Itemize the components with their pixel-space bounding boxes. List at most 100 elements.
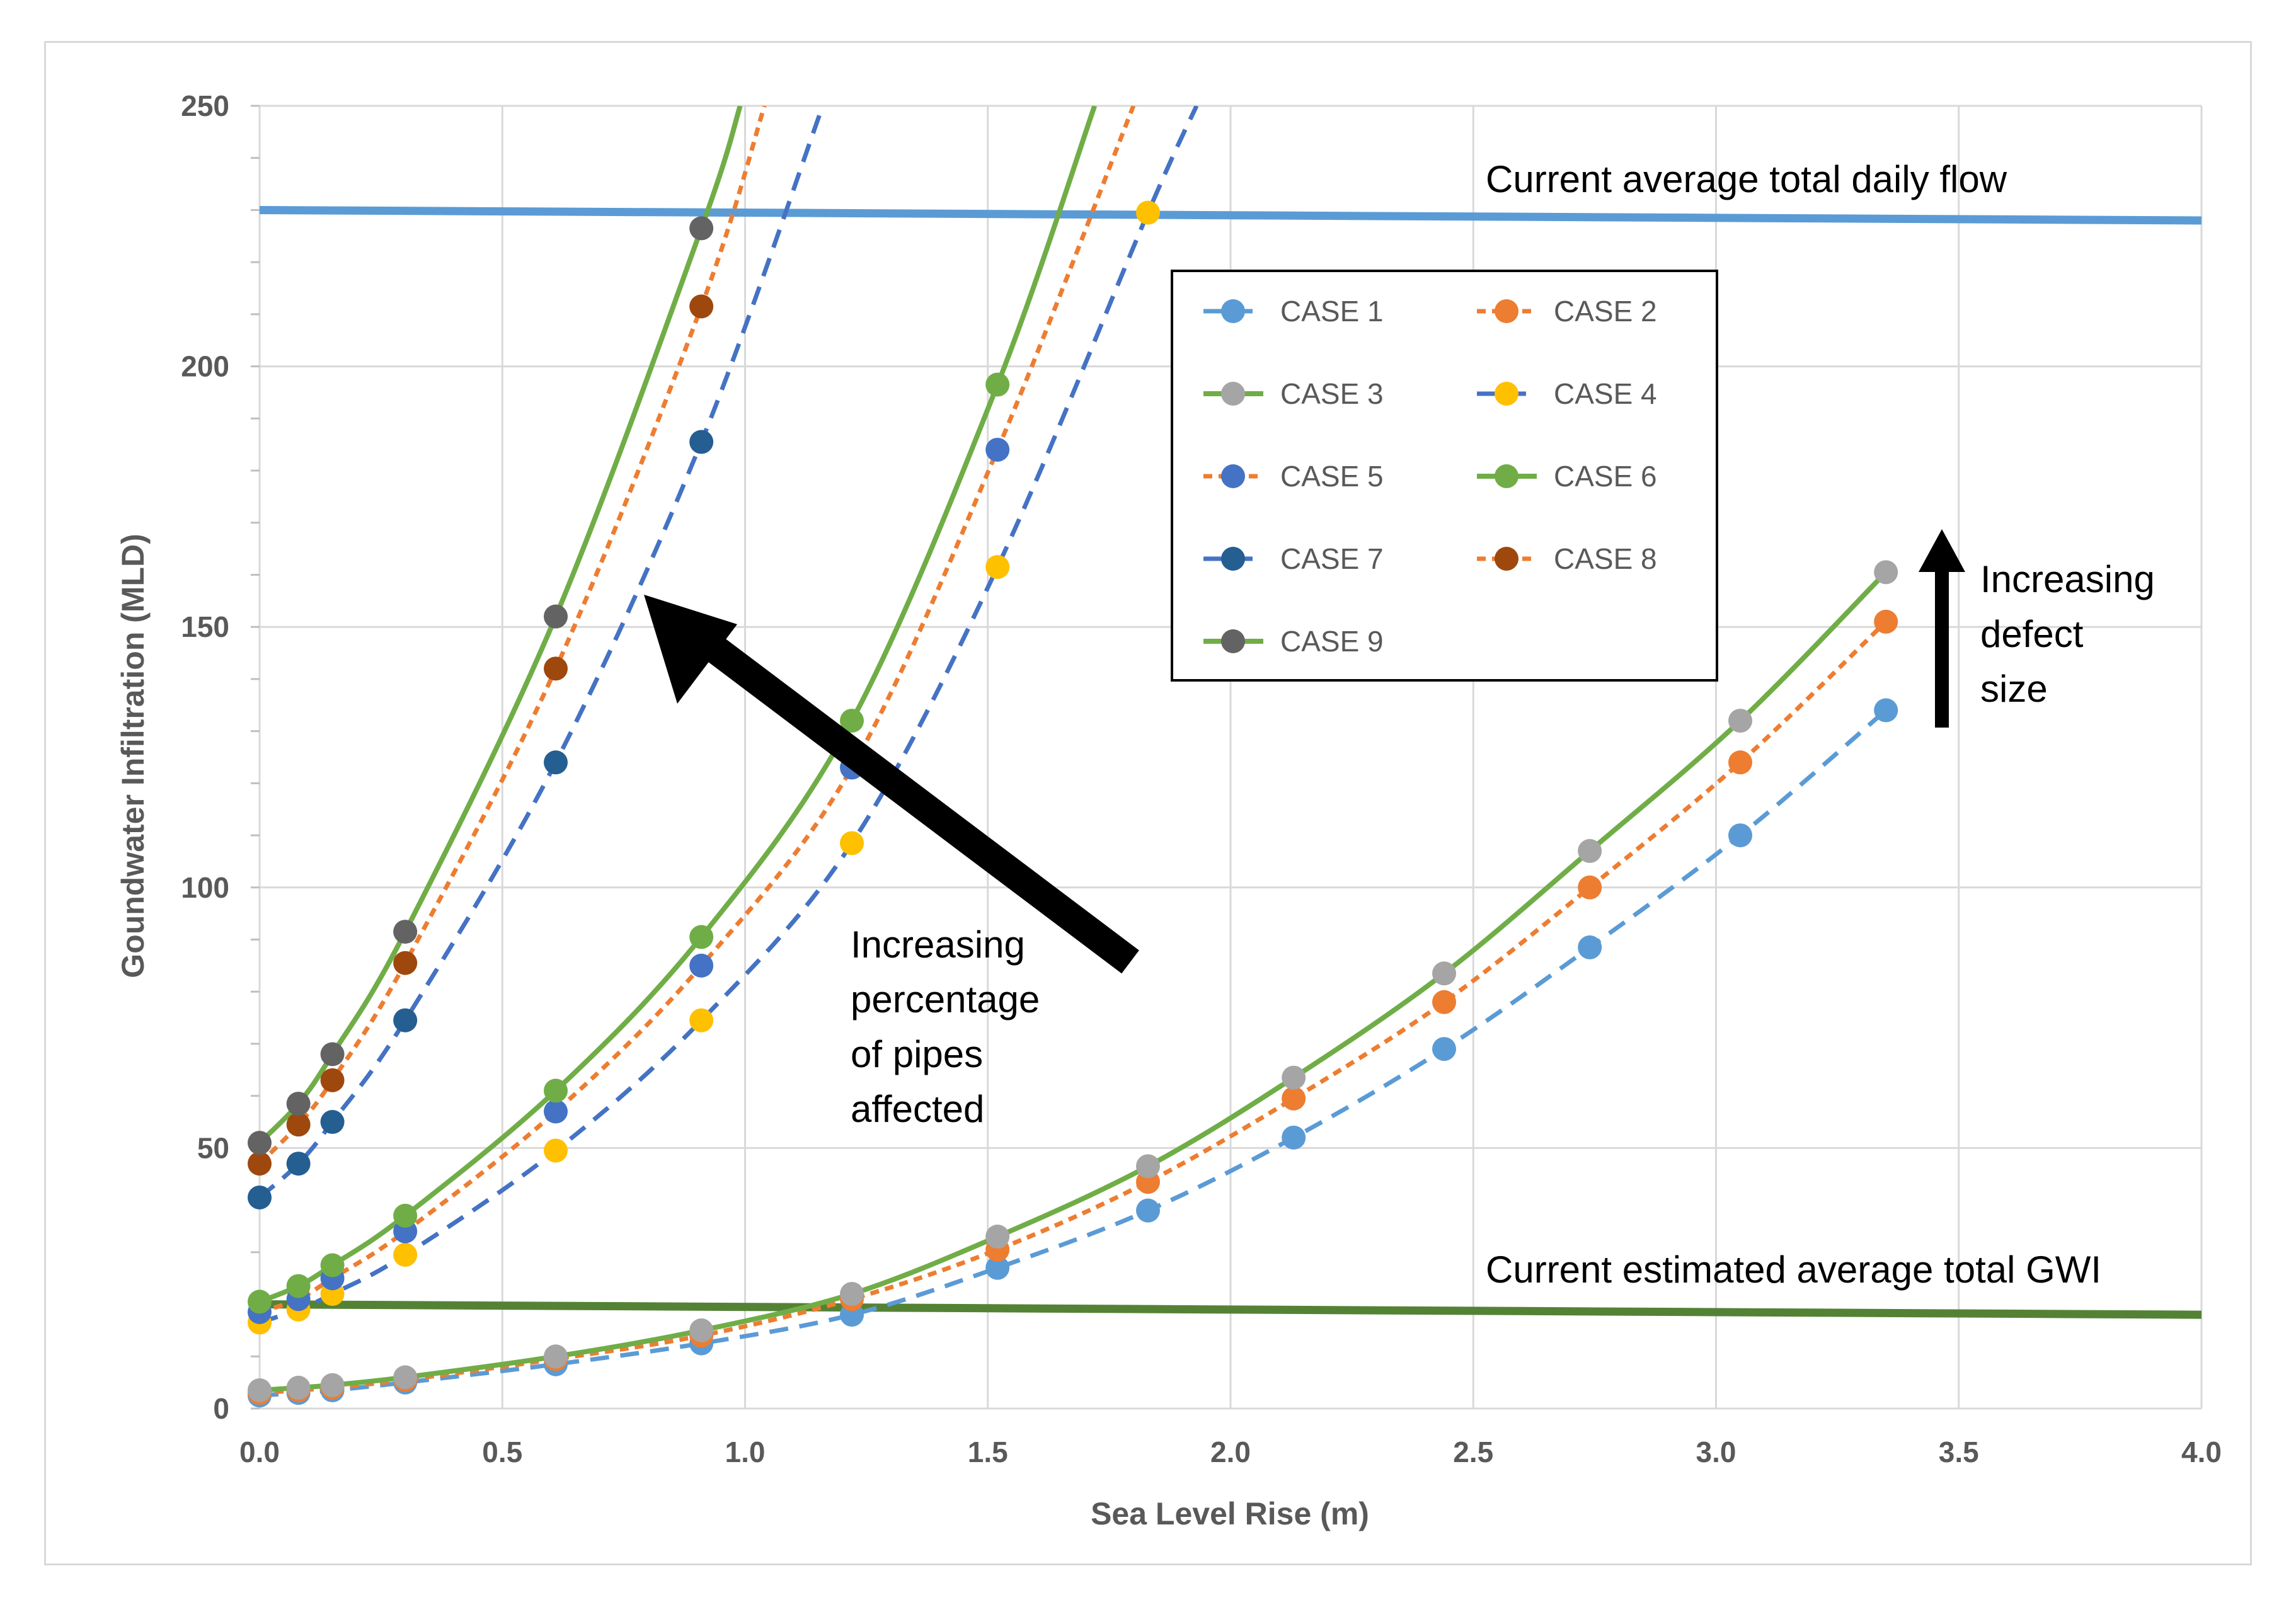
data-point-case-3: [1874, 560, 1898, 585]
annotation-pipes-affected: Increasing percentage of pipes affected: [644, 595, 1139, 1130]
data-point-case-3: [286, 1375, 311, 1400]
legend: CASE 1 CASE 2 CASE 3 CASE 4 CASE 5 CASE 6 CASE…: [1171, 270, 1718, 682]
legend-label-case-8: CASE 8: [1554, 542, 1657, 575]
series-line-case-7: [260, 106, 825, 1199]
y-tick-label: 50: [197, 1131, 229, 1164]
legend-marker-case-9: [1221, 629, 1245, 653]
data-point-case-2: [1874, 609, 1898, 634]
data-point-case-6: [393, 1203, 418, 1228]
annotation-pipes-line-4: affected: [851, 1088, 984, 1130]
ref-line-label-total-flow: Current average total daily flow: [1486, 158, 2007, 200]
legend-marker-case-3: [1221, 382, 1245, 406]
x-tick-label: 3.5: [1939, 1436, 1979, 1468]
legend-marker-case-8: [1495, 547, 1518, 571]
x-tick-label: 1.5: [968, 1436, 1008, 1468]
data-point-case-2: [1282, 1086, 1306, 1111]
data-point-case-7: [544, 750, 568, 775]
annotation-defect-line-1: Increasing: [1980, 558, 2155, 600]
legend-marker-case-2: [1495, 299, 1518, 323]
y-tick-label: 200: [181, 350, 229, 383]
x-tick-label: 4.0: [2181, 1436, 2222, 1468]
data-point-case-6: [286, 1274, 311, 1298]
data-point-case-7: [248, 1185, 272, 1209]
data-point-case-3: [689, 1318, 714, 1342]
series-line-case-5: [260, 106, 1136, 1315]
data-point-case-3: [985, 1225, 1010, 1249]
data-point-case-6: [689, 925, 714, 949]
data-point-case-1: [1874, 698, 1898, 723]
annotation-pipes-line-3: of pipes: [851, 1033, 983, 1075]
annotation-pipes-line-2: percentage: [851, 978, 1040, 1020]
y-tick-label: 150: [181, 610, 229, 643]
series-line-case-2: [260, 620, 1888, 1395]
data-point-case-1: [985, 1255, 1010, 1280]
legend-box: [1171, 270, 1718, 682]
x-tick-label: 1.0: [725, 1436, 766, 1468]
x-axis-title: Sea Level Rise (m): [1091, 1496, 1369, 1531]
data-point-case-3: [840, 1282, 864, 1306]
data-point-case-7: [286, 1152, 311, 1176]
legend-marker-case-5: [1221, 464, 1245, 488]
arrow-pipes-affected-head: [644, 595, 737, 704]
annotation-defect-line-3: size: [1980, 668, 2048, 710]
series-line-case-8: [260, 106, 767, 1165]
data-point-case-9: [689, 216, 714, 241]
data-point-case-9: [286, 1092, 311, 1116]
data-point-case-8: [320, 1068, 345, 1092]
data-point-case-3: [1282, 1065, 1306, 1090]
data-point-case-4: [689, 1008, 714, 1032]
data-point-case-3: [1136, 1154, 1161, 1179]
data-point-case-4: [1136, 200, 1161, 225]
data-point-case-6: [248, 1289, 272, 1314]
data-point-case-6: [840, 709, 864, 733]
data-point-case-5: [689, 953, 714, 978]
legend-label-case-4: CASE 4: [1554, 377, 1657, 410]
legend-entries: CASE 1 CASE 2 CASE 3 CASE 4 CASE 5 CASE 6 CASE…: [1203, 295, 1657, 658]
data-point-case-1: [1728, 823, 1753, 848]
data-point-case-5: [985, 437, 1010, 462]
annotation-pipes-line-1: Increasing: [851, 923, 1025, 966]
data-point-case-3: [1578, 838, 1602, 863]
legend-marker-case-6: [1495, 464, 1518, 488]
data-point-case-3: [320, 1373, 345, 1397]
legend-marker-case-7: [1221, 547, 1245, 571]
data-point-case-9: [248, 1131, 272, 1155]
annotation-defect-line-2: defect: [1980, 613, 2084, 655]
legend-label-case-9: CASE 9: [1280, 625, 1384, 658]
y-tick-label: 0: [213, 1392, 229, 1425]
legend-marker-case-4: [1495, 382, 1518, 406]
legend-label-case-3: CASE 3: [1280, 377, 1384, 410]
arrow-pipes-affected-shaft: [689, 624, 1139, 974]
arrow-defect-size-head: [1919, 529, 1965, 572]
data-point-case-6: [544, 1078, 568, 1103]
data-point-case-6: [985, 372, 1010, 397]
data-point-case-8: [393, 951, 418, 975]
ref-line-total-daily-flow: [259, 205, 2202, 225]
data-point-case-3: [1432, 961, 1457, 986]
series-markers: [248, 200, 1898, 1408]
data-point-case-5: [544, 1099, 568, 1124]
data-point-case-7: [320, 1110, 345, 1135]
reference-lines: [259, 205, 2202, 1319]
data-point-case-1: [1136, 1198, 1161, 1223]
data-point-case-4: [840, 831, 864, 855]
data-point-case-6: [320, 1253, 345, 1278]
data-point-case-9: [393, 920, 418, 944]
data-point-case-7: [689, 430, 714, 454]
x-tick-labels: 0.0 0.5 1.0 1.5 2.0 2.5 3.0 3.5 4.0: [239, 1436, 2222, 1468]
legend-label-case-5: CASE 5: [1280, 460, 1384, 493]
data-point-case-8: [689, 294, 714, 319]
legend-label-case-6: CASE 6: [1554, 460, 1657, 493]
legend-label-case-2: CASE 2: [1554, 295, 1657, 328]
x-tick-label: 0.5: [482, 1436, 522, 1468]
y-tick-labels: 0 50 100 150 200 250: [181, 89, 229, 1425]
data-point-case-2: [1578, 875, 1602, 900]
x-tick-label: 2.5: [1453, 1436, 1493, 1468]
data-point-case-4: [985, 555, 1010, 580]
x-tick-label: 0.0: [239, 1436, 280, 1468]
data-point-case-9: [320, 1042, 345, 1066]
data-point-case-8: [248, 1152, 272, 1176]
data-point-case-1: [1282, 1125, 1306, 1150]
data-point-case-8: [544, 656, 568, 681]
